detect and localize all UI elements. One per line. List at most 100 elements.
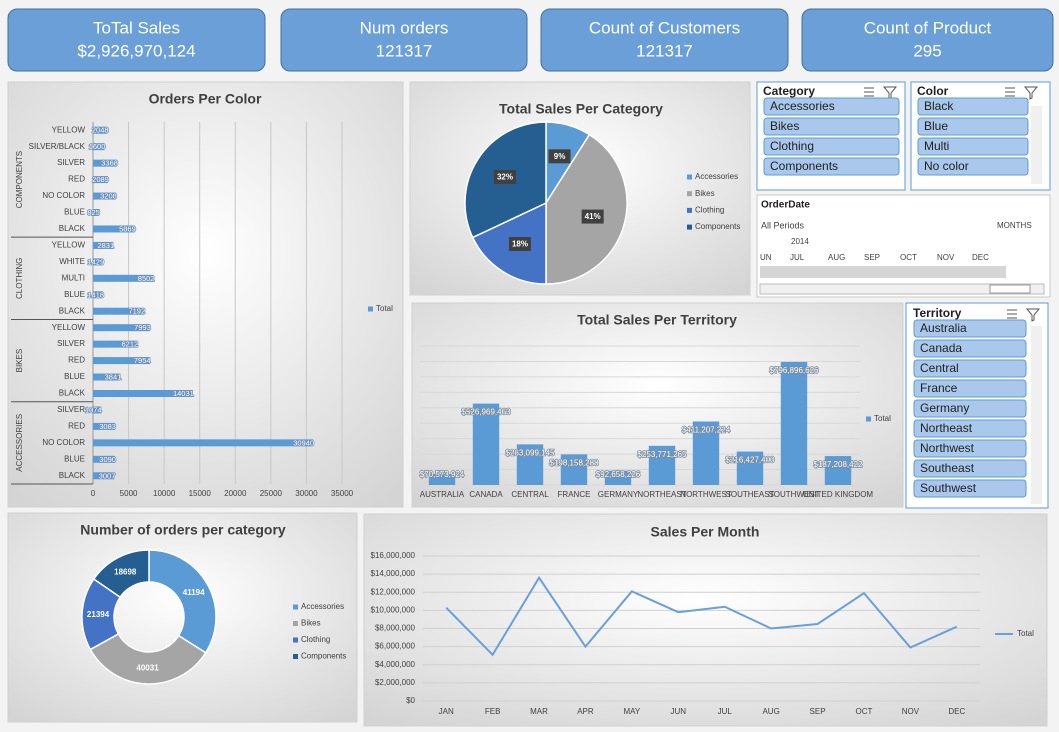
slicer-item[interactable] xyxy=(913,319,1027,338)
slicer-item[interactable] xyxy=(913,339,1027,358)
data-label: $92,658,226 xyxy=(596,470,641,479)
x-tick-label: CANADA xyxy=(469,490,503,499)
legend-label: Accessories xyxy=(695,172,738,181)
slicer-item-label: Canada xyxy=(920,341,962,355)
data-label: 1074 xyxy=(85,405,102,414)
timeline-scroll[interactable] xyxy=(759,283,1045,295)
timeline-month: DEC xyxy=(972,253,989,262)
data-label: 2089 xyxy=(92,175,109,184)
data-label: 1418 xyxy=(87,290,104,299)
slicer-item[interactable] xyxy=(913,459,1027,478)
data-label: 30940 xyxy=(293,438,314,447)
category-label: SILVER xyxy=(57,405,85,414)
legend-label: Clothing xyxy=(695,206,724,215)
slicer-title: Territory xyxy=(913,306,962,320)
data-label: 3368 xyxy=(101,159,118,168)
x-tick-label: SEP xyxy=(810,707,826,716)
category-label: BLACK xyxy=(59,224,86,233)
filter-icon[interactable] xyxy=(1025,308,1041,322)
slicer-item[interactable] xyxy=(917,117,1029,136)
slicer-item[interactable] xyxy=(913,479,1027,498)
legend-label: Total xyxy=(376,304,393,313)
x-tick-label: NOV xyxy=(902,707,920,716)
bar xyxy=(93,422,115,430)
x-tick-label: 30000 xyxy=(295,489,318,498)
slice xyxy=(545,133,628,285)
data-label: 7954 xyxy=(134,356,151,365)
bar xyxy=(93,357,150,365)
bar xyxy=(428,474,456,485)
category-label: YELLOW xyxy=(52,241,86,250)
x-tick-label: UNITED KINGDOM xyxy=(803,490,874,499)
slicer-item[interactable] xyxy=(763,97,900,116)
slicer-item[interactable] xyxy=(913,359,1027,378)
category-label: BLUE xyxy=(64,372,85,381)
data-label-box xyxy=(493,169,516,184)
data-label: 3090 xyxy=(99,455,116,464)
slicer-item[interactable] xyxy=(917,137,1029,156)
slicer-item[interactable] xyxy=(917,157,1029,176)
data-label-box xyxy=(548,149,571,164)
panel xyxy=(363,513,1048,727)
panel xyxy=(7,512,358,723)
slicer-item[interactable] xyxy=(913,419,1027,438)
slice xyxy=(89,632,207,685)
bar xyxy=(93,307,145,315)
slicer-item[interactable] xyxy=(763,117,900,136)
scrollbar[interactable] xyxy=(1031,326,1042,504)
bar xyxy=(93,340,138,348)
slicer-title: Color xyxy=(917,84,949,98)
data-label: 40031 xyxy=(136,664,159,673)
timeline-bar[interactable] xyxy=(760,266,1006,278)
x-tick-label: 15000 xyxy=(189,489,212,498)
slicer-item[interactable] xyxy=(917,97,1029,116)
slicer-item-label: France xyxy=(920,381,958,395)
kpi-title: ToTal Sales xyxy=(93,18,180,37)
timeline-level[interactable]: MONTHS xyxy=(997,221,1032,230)
multi-select-icon[interactable] xyxy=(1005,87,1015,97)
panel xyxy=(7,81,404,508)
category-label: BLACK xyxy=(59,471,86,480)
data-label: 3083 xyxy=(99,422,116,431)
slicer-item[interactable] xyxy=(913,379,1027,398)
chart-title: Total Sales Per Territory xyxy=(577,312,737,328)
timeline-box xyxy=(756,194,1051,298)
slicer-item[interactable] xyxy=(763,137,900,156)
legend-label: Bikes xyxy=(301,619,321,628)
y-tick-label: $0 xyxy=(406,696,415,705)
category-label: BLUE xyxy=(64,208,85,217)
data-label: $526,969,463 xyxy=(462,408,511,417)
slicer-item[interactable] xyxy=(913,399,1027,418)
data-label: 7993 xyxy=(134,323,151,332)
slicer-item[interactable] xyxy=(763,157,900,176)
legend-swatch xyxy=(293,604,298,610)
category-label: RED xyxy=(68,175,85,184)
x-tick-label: JUL xyxy=(718,707,733,716)
timeline-thumb[interactable] xyxy=(989,284,1031,294)
data-label: 1600 xyxy=(89,142,106,151)
category-label: YELLOW xyxy=(52,323,86,332)
slicer-item-label: Northeast xyxy=(920,421,973,435)
kpi-title: Count of Product xyxy=(864,18,992,37)
data-label: $70,573,924 xyxy=(420,470,465,479)
x-tick-label: APR xyxy=(577,707,594,716)
category-label: NO COLOR xyxy=(42,438,85,447)
kpi-value: 295 xyxy=(913,41,941,60)
multi-select-icon[interactable] xyxy=(1007,309,1017,319)
legend-swatch xyxy=(687,224,692,230)
scrollbar[interactable] xyxy=(1031,106,1042,184)
multi-select-icon[interactable] xyxy=(864,87,874,97)
slicer-item[interactable] xyxy=(913,439,1027,458)
data-label: 14031 xyxy=(173,389,194,398)
bar xyxy=(560,454,588,485)
data-label: 3208 xyxy=(100,192,117,201)
bar xyxy=(93,406,101,414)
data-label: 7192 xyxy=(128,307,145,316)
bar xyxy=(93,241,114,249)
bar xyxy=(472,403,500,485)
category-label: SILVER xyxy=(57,158,85,167)
bar xyxy=(93,192,116,200)
bar xyxy=(93,324,150,332)
timeline-title: OrderDate xyxy=(761,200,810,211)
filter-icon[interactable] xyxy=(1023,86,1039,100)
